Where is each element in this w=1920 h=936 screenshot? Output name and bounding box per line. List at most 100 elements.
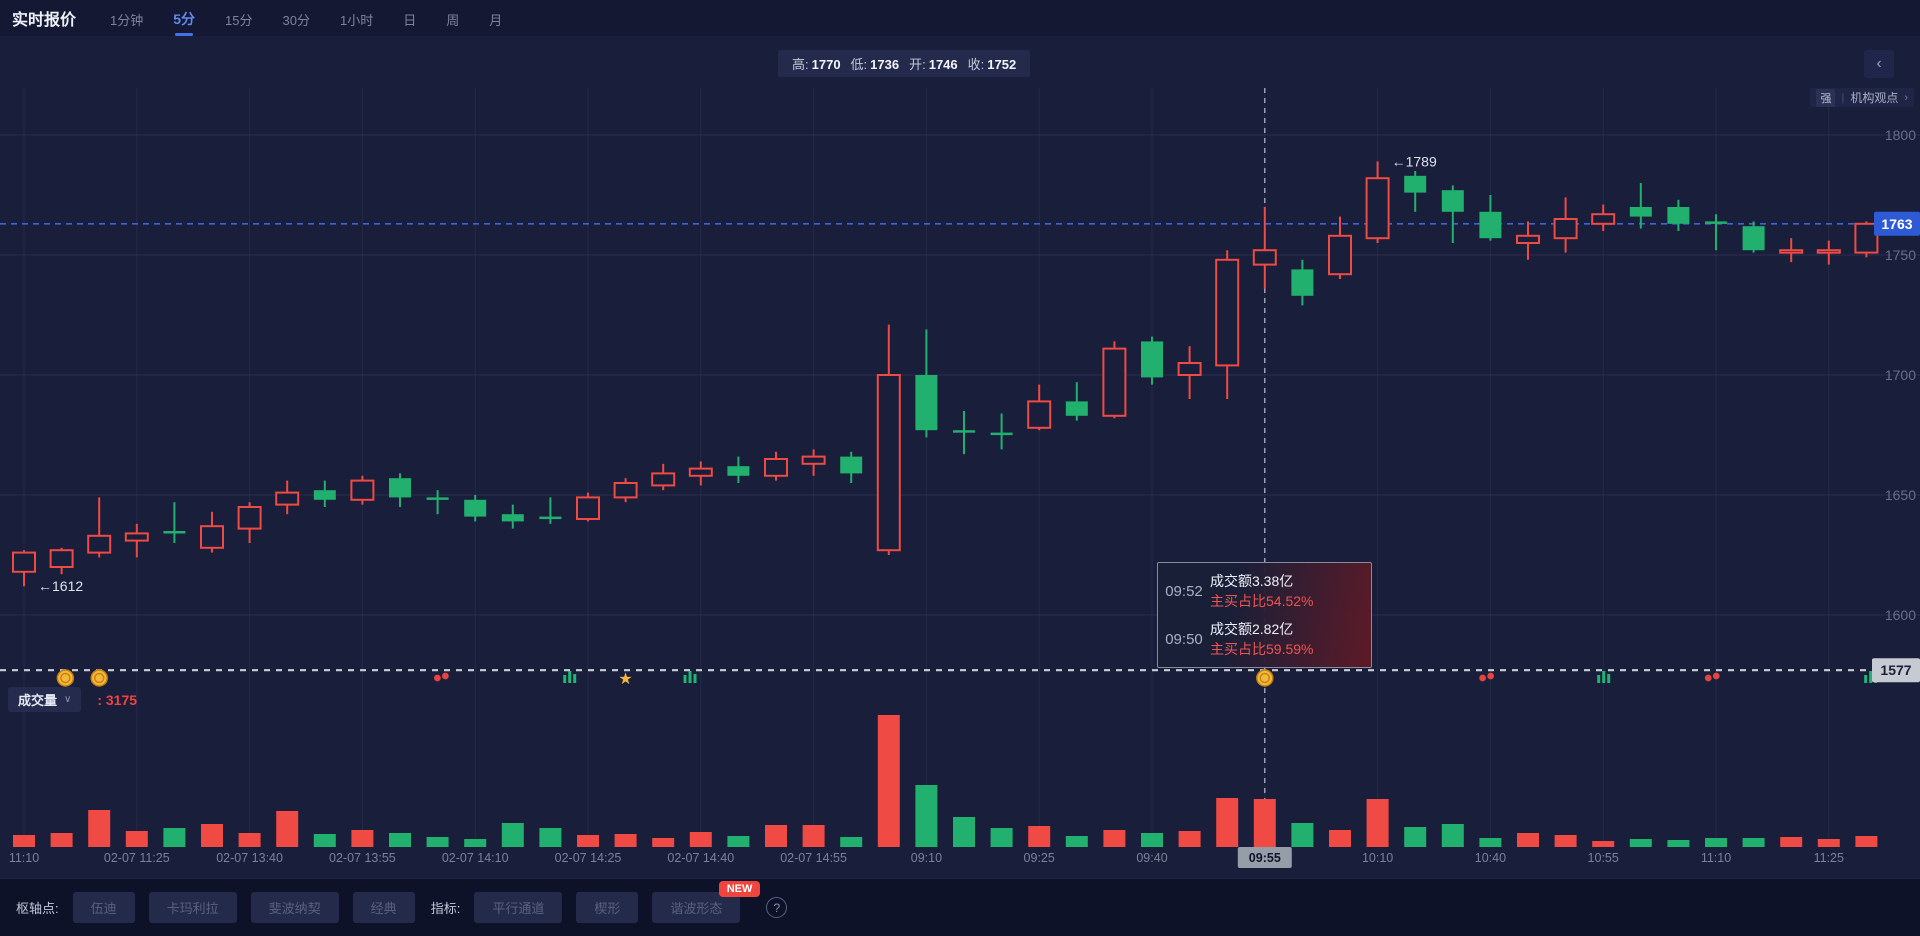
volume-bar bbox=[652, 838, 675, 847]
indicator-label: 指标: bbox=[430, 901, 461, 916]
time-label: 02-07 14:25 bbox=[555, 851, 622, 865]
volume-bar bbox=[1404, 827, 1427, 847]
strength-badge: 强 bbox=[1816, 88, 1836, 107]
volume-bar bbox=[88, 810, 111, 847]
tab-30分[interactable]: 30分 bbox=[282, 12, 310, 28]
volume-bar bbox=[877, 715, 900, 847]
pivot-button-伍迪[interactable]: 伍迪 bbox=[72, 892, 135, 923]
volume-current-value: : 3175 bbox=[97, 691, 138, 708]
volume-bar bbox=[840, 837, 863, 847]
svg-text:1763: 1763 bbox=[1881, 216, 1912, 232]
tab-1小时[interactable]: 1小时 bbox=[339, 12, 374, 28]
candle-up bbox=[876, 374, 901, 552]
indicator-button-平行通道[interactable]: 平行通道 bbox=[474, 892, 563, 923]
volume-bar bbox=[1817, 839, 1840, 847]
tab-15分[interactable]: 15分 bbox=[225, 12, 253, 28]
volume-bar bbox=[351, 830, 374, 847]
volume-bar bbox=[1028, 826, 1051, 847]
time-label: 02-07 13:55 bbox=[329, 851, 396, 865]
institution-view-label: 机构观点 bbox=[1850, 91, 1899, 105]
candle-up bbox=[1177, 362, 1202, 376]
coin-marker bbox=[56, 669, 75, 687]
candle-up bbox=[688, 467, 713, 477]
volume-bar bbox=[1855, 836, 1878, 847]
time-label: 09:55 bbox=[1249, 851, 1281, 865]
candle-up bbox=[200, 525, 224, 549]
tooltip-buy-ratio: 主买占比59.59% bbox=[1210, 641, 1314, 657]
time-label: 09:10 bbox=[911, 851, 942, 865]
candle-down bbox=[990, 432, 1013, 436]
volume-bar bbox=[1103, 830, 1126, 847]
volume-bar bbox=[1667, 840, 1690, 847]
candle-up bbox=[1779, 249, 1804, 254]
indicator-button-谐波形态[interactable]: 谐波形态 NEW bbox=[652, 881, 761, 923]
candle-up bbox=[124, 532, 149, 542]
candle-down bbox=[1667, 207, 1690, 224]
tooltip-row: 09:50 成交额2.82亿 主买占比59.59% bbox=[1158, 619, 1371, 659]
candle-up bbox=[1854, 222, 1879, 254]
volume-bar bbox=[1329, 830, 1351, 847]
candle-down bbox=[953, 430, 975, 433]
pivot-label: 枢轴点: bbox=[16, 901, 59, 916]
candle-up bbox=[1816, 249, 1841, 254]
volume-bar bbox=[990, 828, 1013, 847]
volume-bar bbox=[1629, 839, 1652, 847]
pivot-button-卡玛利拉[interactable]: 卡玛利拉 bbox=[148, 892, 237, 923]
new-badge: NEW bbox=[718, 881, 761, 897]
time-label: 09:40 bbox=[1136, 851, 1167, 865]
signal-green-marker bbox=[563, 671, 577, 683]
tab-日[interactable]: 日 bbox=[403, 12, 417, 28]
candle-up bbox=[1365, 177, 1390, 240]
volume-bar bbox=[1216, 798, 1239, 847]
time-label: 02-07 14:55 bbox=[780, 851, 847, 865]
tab-周[interactable]: 周 bbox=[446, 12, 460, 28]
volume-bar bbox=[1065, 836, 1088, 847]
candle-down bbox=[426, 497, 449, 500]
candle-up bbox=[237, 506, 262, 530]
time-label: 10:40 bbox=[1475, 851, 1506, 865]
signal-green-marker bbox=[683, 671, 697, 683]
volume-indicator-selector[interactable]: 成交量 ∨ bbox=[8, 687, 82, 712]
pivot-button-经典[interactable]: 经典 bbox=[352, 892, 415, 923]
candle-up bbox=[1027, 400, 1052, 429]
signal-red-marker bbox=[1704, 672, 1720, 682]
candle-up bbox=[1328, 234, 1352, 276]
svg-text:1577: 1577 bbox=[1880, 662, 1911, 678]
time-label-highlight bbox=[1237, 847, 1292, 868]
tab-5分[interactable]: 5分 bbox=[173, 0, 195, 36]
candle-down bbox=[1141, 341, 1163, 378]
volume-bar bbox=[614, 834, 637, 847]
tab-1分钟[interactable]: 1分钟 bbox=[110, 12, 144, 28]
pivot-button-group: 伍迪 卡玛利拉 斐波纳契 经典 bbox=[72, 892, 415, 923]
institution-view-pill[interactable]: 强 | 机构观点 › bbox=[1810, 88, 1914, 107]
volume-bar bbox=[1705, 838, 1727, 847]
signal-red-marker bbox=[1479, 672, 1495, 682]
indicator-button-楔形[interactable]: 楔形 bbox=[576, 892, 639, 923]
volume-bar bbox=[1517, 833, 1539, 847]
volume-bar bbox=[539, 828, 562, 847]
candle-up bbox=[613, 482, 638, 499]
volume-bar bbox=[1141, 833, 1163, 847]
help-icon[interactable]: ? bbox=[766, 897, 788, 918]
candle-down bbox=[1404, 175, 1427, 193]
price-tick: 1750 bbox=[1885, 247, 1916, 263]
time-label: 02-07 14:10 bbox=[442, 851, 509, 865]
collapse-panel-button[interactable]: ‹ bbox=[1864, 50, 1894, 78]
candle-up bbox=[801, 455, 826, 465]
candle-up bbox=[651, 472, 676, 487]
candle-down bbox=[1742, 226, 1765, 251]
volume-bar bbox=[1479, 838, 1502, 847]
price-annotation: ←1789 bbox=[1392, 153, 1437, 169]
volume-bar bbox=[426, 837, 449, 847]
tooltip-buy-ratio: 主买占比54.52% bbox=[1210, 593, 1314, 609]
candle-down bbox=[501, 514, 524, 522]
candle-down bbox=[464, 499, 487, 517]
divider: | bbox=[1841, 91, 1845, 104]
volume-bar bbox=[1253, 799, 1276, 847]
pivot-button-斐波纳契[interactable]: 斐波纳契 bbox=[250, 892, 339, 923]
coin-marker bbox=[90, 669, 108, 687]
candle-down bbox=[1291, 269, 1314, 296]
tab-月[interactable]: 月 bbox=[489, 12, 503, 28]
signal-red-marker bbox=[433, 672, 449, 682]
